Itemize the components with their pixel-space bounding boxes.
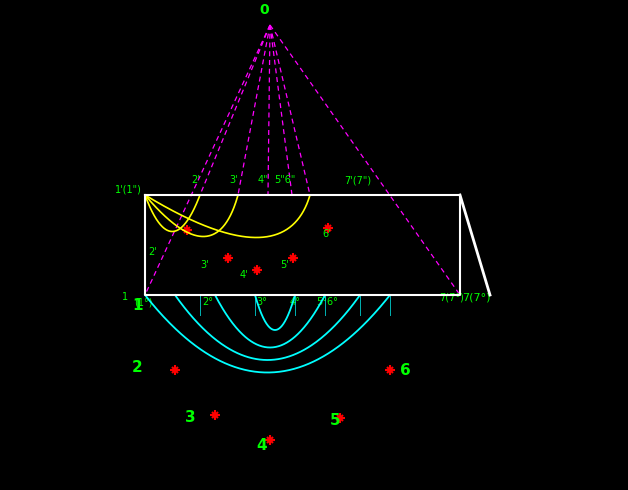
Text: 4': 4'	[240, 270, 249, 280]
Text: 1: 1	[132, 298, 143, 313]
Text: 5: 5	[330, 413, 340, 428]
Text: 7(7°): 7(7°)	[440, 292, 465, 302]
Text: 7(7°): 7(7°)	[462, 292, 490, 302]
Text: 5°6°: 5°6°	[316, 297, 338, 307]
Text: 6': 6'	[322, 229, 330, 239]
Text: 2': 2'	[148, 247, 157, 257]
Text: 6: 6	[400, 363, 411, 378]
Text: 3': 3'	[200, 260, 208, 270]
Text: 2: 2	[132, 360, 143, 375]
Text: 5"6": 5"6"	[274, 175, 296, 185]
Text: 2°: 2°	[202, 297, 214, 307]
Text: 3': 3'	[230, 175, 238, 185]
Text: 0: 0	[259, 3, 269, 17]
Text: 3: 3	[185, 410, 196, 425]
Text: 3°: 3°	[257, 297, 268, 307]
Text: 4": 4"	[257, 175, 268, 185]
Text: 5': 5'	[280, 260, 289, 270]
Text: 2': 2'	[192, 175, 200, 185]
Text: 1: 1	[122, 292, 128, 302]
Text: 4°: 4°	[290, 297, 300, 307]
Text: 4: 4	[256, 438, 267, 453]
Text: 1'(1"): 1'(1")	[114, 184, 141, 194]
Text: (1°): (1°)	[134, 297, 152, 307]
Text: 7'(7"): 7'(7")	[344, 175, 372, 185]
